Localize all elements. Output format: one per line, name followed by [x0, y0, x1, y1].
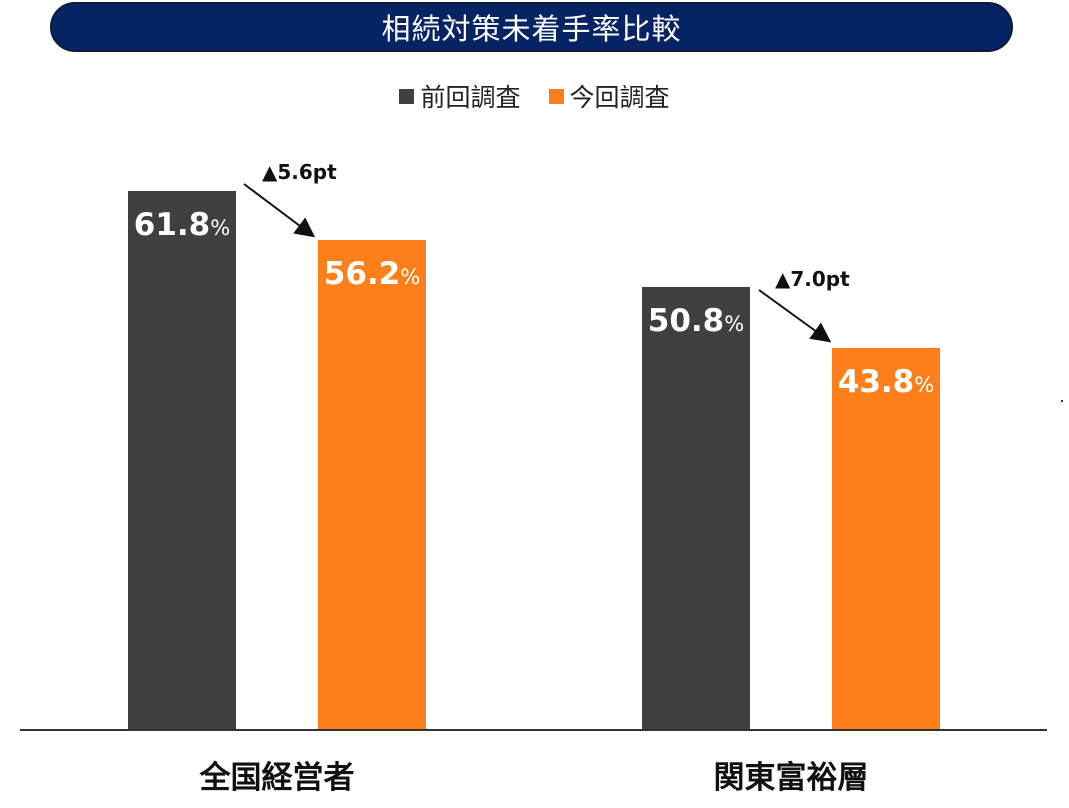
legend-swatch-previous [399, 88, 415, 104]
delta-annotation-kanto: ▲7.0pt [775, 267, 850, 291]
legend-item-previous: 前回調査 [399, 78, 521, 114]
x-axis [20, 729, 1047, 731]
down-arrow-icon [243, 183, 316, 238]
bar-value-label: 61.8% [133, 207, 231, 243]
bar-kanto-current: 43.8% [832, 348, 940, 730]
legend-label-current: 今回調査 [569, 83, 670, 112]
stray-dot [1061, 400, 1063, 402]
bar-national-current: 56.2% [318, 240, 426, 730]
legend-label-previous: 前回調査 [420, 83, 521, 112]
bar-value-label: 50.8% [647, 303, 745, 339]
down-arrow-icon [758, 289, 832, 343]
bar-national-previous: 61.8% [128, 191, 236, 730]
legend: 前回調査 今回調査 [0, 78, 1069, 114]
bar-value-label: 43.8% [837, 364, 935, 400]
legend-item-current: 今回調査 [548, 78, 670, 114]
bar-value-label: 56.2% [323, 256, 421, 292]
category-label-national: 全国経営者 [199, 760, 355, 796]
delta-annotation-national: ▲5.6pt [262, 160, 337, 184]
category-label-kanto: 関東富裕層 [713, 760, 869, 796]
legend-swatch-current [548, 88, 564, 104]
chart-title: 相続対策未着手率比較 [50, 2, 1013, 52]
bar-kanto-previous: 50.8% [642, 287, 750, 730]
